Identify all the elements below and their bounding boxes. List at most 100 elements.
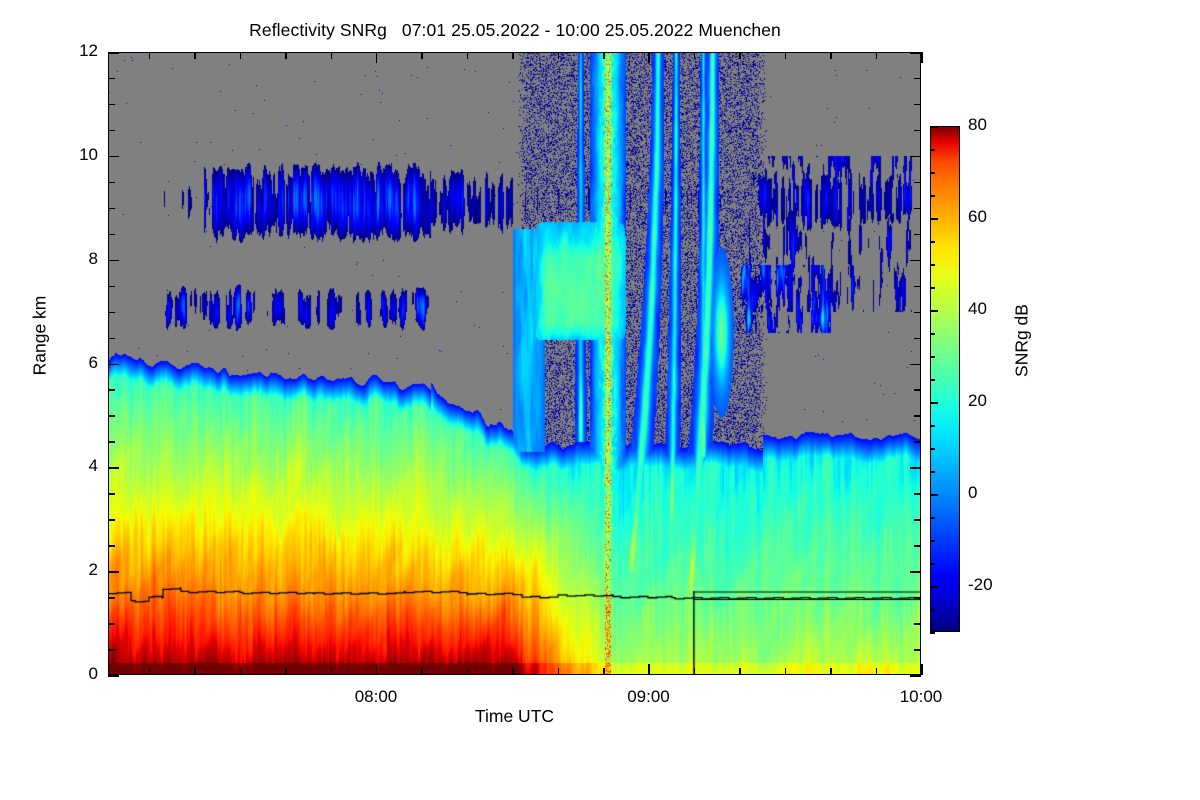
y-major-tick-right: [910, 571, 921, 573]
y-major-tick-right: [910, 467, 921, 469]
colorbar-major-tick: [930, 494, 938, 496]
x-minor-tick-top: [194, 52, 196, 59]
y-major-tick: [108, 467, 119, 469]
x-minor-tick: [239, 668, 242, 675]
colorbar-minor-tick: [930, 333, 935, 335]
colorbar-minor-tick: [930, 471, 935, 473]
y-minor-tick-right: [914, 519, 921, 521]
x-minor-tick-top: [285, 52, 287, 59]
reflectivity-heatmap-canvas: [108, 52, 921, 675]
x-minor-tick: [784, 668, 787, 675]
x-minor-tick-top: [875, 52, 878, 59]
y-major-tick: [108, 259, 119, 262]
colorbar-minor-tick: [930, 540, 935, 542]
x-minor-tick: [194, 668, 196, 675]
y-minor-tick: [108, 207, 115, 210]
colorbar-label: SNRg dB: [1011, 304, 1032, 377]
x-minor-tick: [285, 668, 287, 675]
y-minor-tick: [108, 233, 115, 236]
x-major-tick-top: [648, 52, 650, 63]
y-major-tick: [108, 675, 119, 677]
colorbar-minor-tick: [930, 287, 935, 289]
y-minor-tick-right: [914, 597, 921, 599]
x-major-tick-top: [921, 52, 923, 63]
y-minor-tick-right: [914, 181, 921, 184]
y-minor-tick-right: [914, 337, 921, 340]
colorbar-minor-tick: [930, 609, 935, 611]
y-minor-tick: [108, 311, 115, 314]
colorbar-major-tick: [930, 218, 938, 220]
colorbar-tick-label: 0: [968, 483, 978, 502]
x-minor-tick: [421, 668, 423, 675]
y-minor-tick-right: [914, 545, 921, 547]
colorbar-minor-tick: [930, 425, 935, 427]
y-tick-label: 4: [88, 456, 98, 476]
y-minor-tick: [108, 623, 115, 625]
x-minor-tick-top: [239, 52, 242, 59]
x-axis-label: Time UTC: [474, 706, 555, 726]
x-minor-tick-top: [693, 52, 696, 59]
y-minor-tick: [108, 597, 115, 599]
colorbar-tick-label: -20: [968, 575, 993, 594]
x-tick-label: 09:00: [627, 687, 670, 706]
x-minor-tick: [693, 668, 696, 675]
x-minor-tick-top: [739, 52, 741, 59]
x-major-tick-top: [375, 52, 378, 63]
colorbar-minor-tick: [930, 379, 935, 381]
x-minor-tick: [466, 668, 469, 675]
y-minor-tick: [108, 649, 115, 651]
y-major-tick-right: [910, 259, 921, 262]
x-minor-tick-top: [330, 52, 333, 59]
y-minor-tick-right: [914, 415, 921, 417]
x-major-tick: [648, 664, 650, 675]
colorbar-tick-label: 40: [968, 299, 987, 318]
y-major-tick-right: [910, 363, 921, 365]
x-minor-tick: [148, 668, 151, 675]
y-minor-tick: [108, 415, 115, 417]
x-minor-tick: [512, 668, 514, 675]
y-minor-tick-right: [914, 233, 921, 236]
heatmap-plot-area: [108, 52, 921, 675]
y-major-tick: [108, 363, 119, 365]
x-minor-tick-top: [784, 52, 787, 59]
y-minor-tick: [108, 181, 115, 184]
x-minor-tick-top: [466, 52, 469, 59]
x-minor-tick-top: [148, 52, 151, 59]
y-minor-tick: [108, 77, 115, 80]
x-minor-tick: [330, 668, 333, 675]
colorbar-minor-tick: [930, 563, 935, 565]
y-minor-tick-right: [914, 311, 921, 314]
colorbar-minor-tick: [930, 517, 935, 519]
x-tick-label: 08:00: [354, 687, 398, 706]
x-tick-label: 10:00: [899, 687, 943, 706]
y-major-tick-right: [910, 675, 921, 677]
x-minor-tick-top: [512, 52, 514, 59]
x-minor-tick-top: [830, 52, 832, 59]
colorbar-major-tick: [930, 402, 938, 404]
x-minor-tick: [830, 668, 832, 675]
y-tick-label: 8: [88, 248, 98, 268]
y-minor-tick: [108, 545, 115, 547]
y-minor-tick-right: [914, 129, 921, 132]
colorbar-minor-tick: [930, 356, 935, 358]
colorbar-minor-tick: [930, 264, 935, 266]
y-minor-tick: [108, 285, 115, 288]
colorbar-minor-tick: [930, 195, 935, 197]
colorbar-tick-label: 80: [968, 115, 987, 134]
y-minor-tick-right: [914, 285, 921, 288]
x-minor-tick-top: [557, 52, 560, 59]
y-major-tick: [108, 571, 119, 573]
y-axis-label: Range km: [29, 295, 50, 376]
colorbar-minor-tick: [930, 241, 935, 243]
y-minor-tick-right: [914, 649, 921, 651]
y-major-tick-right: [910, 155, 921, 158]
y-minor-tick: [108, 129, 115, 132]
y-minor-tick: [108, 389, 115, 391]
y-minor-tick: [108, 337, 115, 340]
chart-title: Reflectivity SNRg 07:01 25.05.2022 - 10:…: [249, 20, 781, 40]
y-minor-tick: [108, 103, 115, 106]
x-major-tick: [375, 664, 378, 675]
colorbar-tick-label: 20: [968, 391, 987, 410]
y-minor-tick-right: [914, 493, 921, 495]
y-tick-label: 10: [79, 144, 98, 164]
